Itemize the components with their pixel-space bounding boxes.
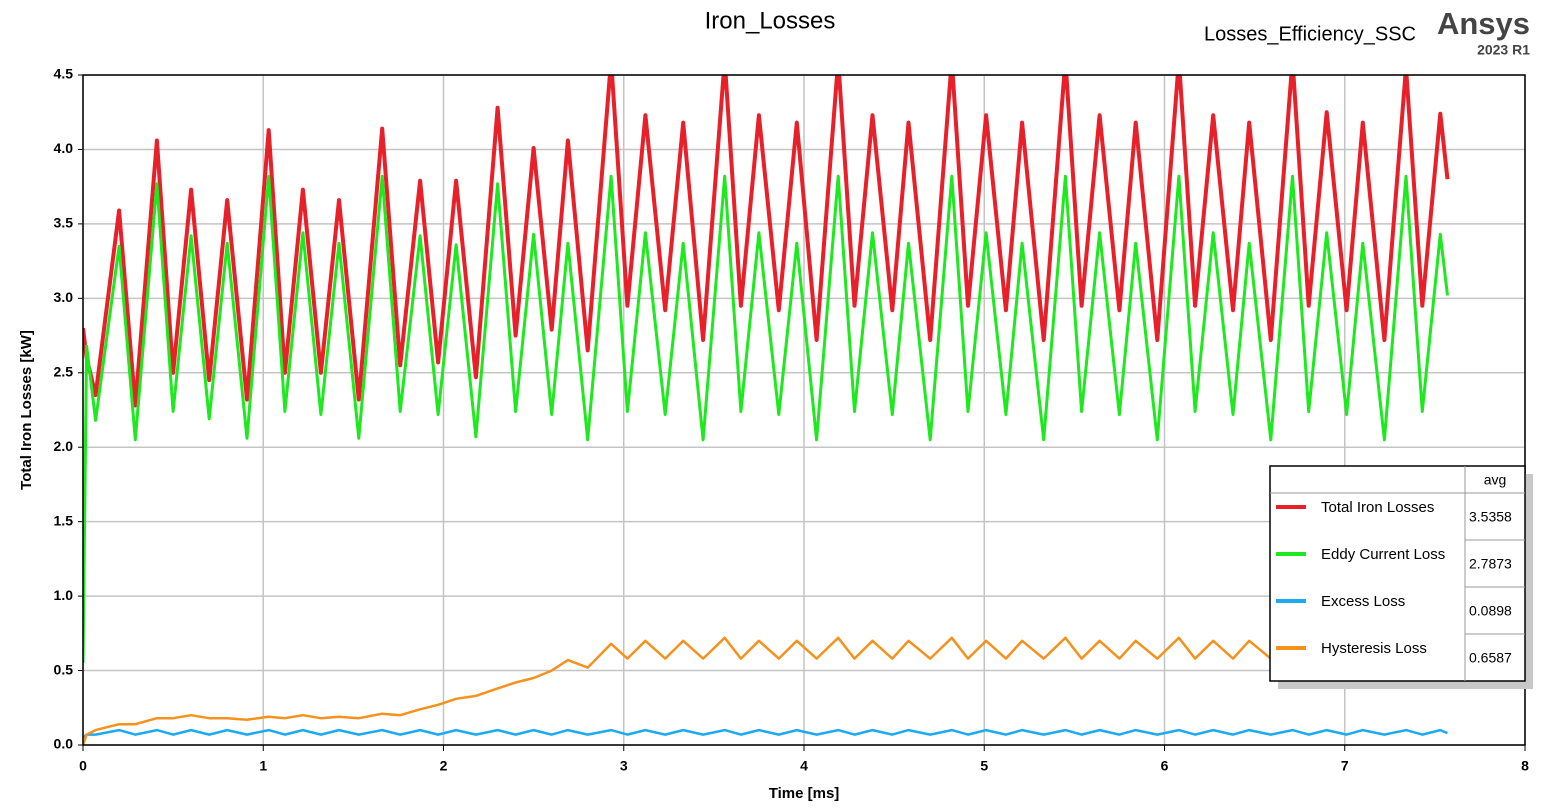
y-tick-label: 1.0 — [54, 587, 74, 603]
y-tick-label: 2.5 — [54, 363, 74, 379]
x-tick-label: 1 — [259, 758, 267, 774]
version: 2023 R1 — [1477, 42, 1530, 58]
series-line — [83, 75, 1450, 408]
legend-avg: 0.6587 — [1469, 650, 1512, 666]
x-tick-label: 5 — [980, 758, 988, 774]
y-tick-label: 3.0 — [54, 289, 74, 305]
legend-label: Eddy Current Loss — [1321, 546, 1445, 563]
legend-header: avg — [1484, 472, 1507, 488]
x-tick-label: 7 — [1341, 758, 1349, 774]
legend-label: Hysteresis Loss — [1321, 640, 1427, 657]
brand: Ansys — [1437, 6, 1530, 41]
y-tick-label: 4.0 — [54, 140, 74, 156]
plot-frame — [82, 74, 1526, 746]
legend-box — [1269, 465, 1526, 682]
x-tick-label: 2 — [440, 758, 448, 774]
y-tick-label: 1.5 — [54, 512, 74, 528]
x-tick-label: 3 — [620, 758, 628, 774]
y-tick-label: 0.5 — [54, 661, 74, 677]
y-axis-label: Total Iron Losses [kW] — [18, 330, 35, 490]
y-tick-label: 4.5 — [54, 66, 74, 82]
y-tick-label: 2.0 — [54, 438, 74, 454]
series-line — [83, 174, 1449, 664]
x-tick-label: 4 — [800, 758, 808, 774]
legend-avg: 3.5358 — [1469, 509, 1512, 525]
legend-label: Excess Loss — [1321, 593, 1405, 610]
x-tick-label: 6 — [1161, 758, 1169, 774]
y-tick-label: 3.5 — [54, 215, 74, 231]
x-tick-label: 8 — [1521, 758, 1529, 774]
series-line — [83, 728, 1448, 739]
plot-lines — [83, 75, 1450, 745]
chart-subtitle: Losses_Efficiency_SSC — [1204, 23, 1416, 45]
x-axis-label: Time [ms] — [769, 785, 840, 802]
series-line — [83, 636, 1449, 745]
y-tick-label: 0.0 — [54, 736, 74, 752]
legend-avg: 0.0898 — [1469, 603, 1512, 619]
legend-label: Total Iron Losses — [1321, 499, 1434, 516]
x-tick-label: 0 — [79, 758, 87, 774]
chart-title: Iron_Losses — [705, 7, 836, 34]
legend-avg: 2.7873 — [1469, 556, 1512, 572]
